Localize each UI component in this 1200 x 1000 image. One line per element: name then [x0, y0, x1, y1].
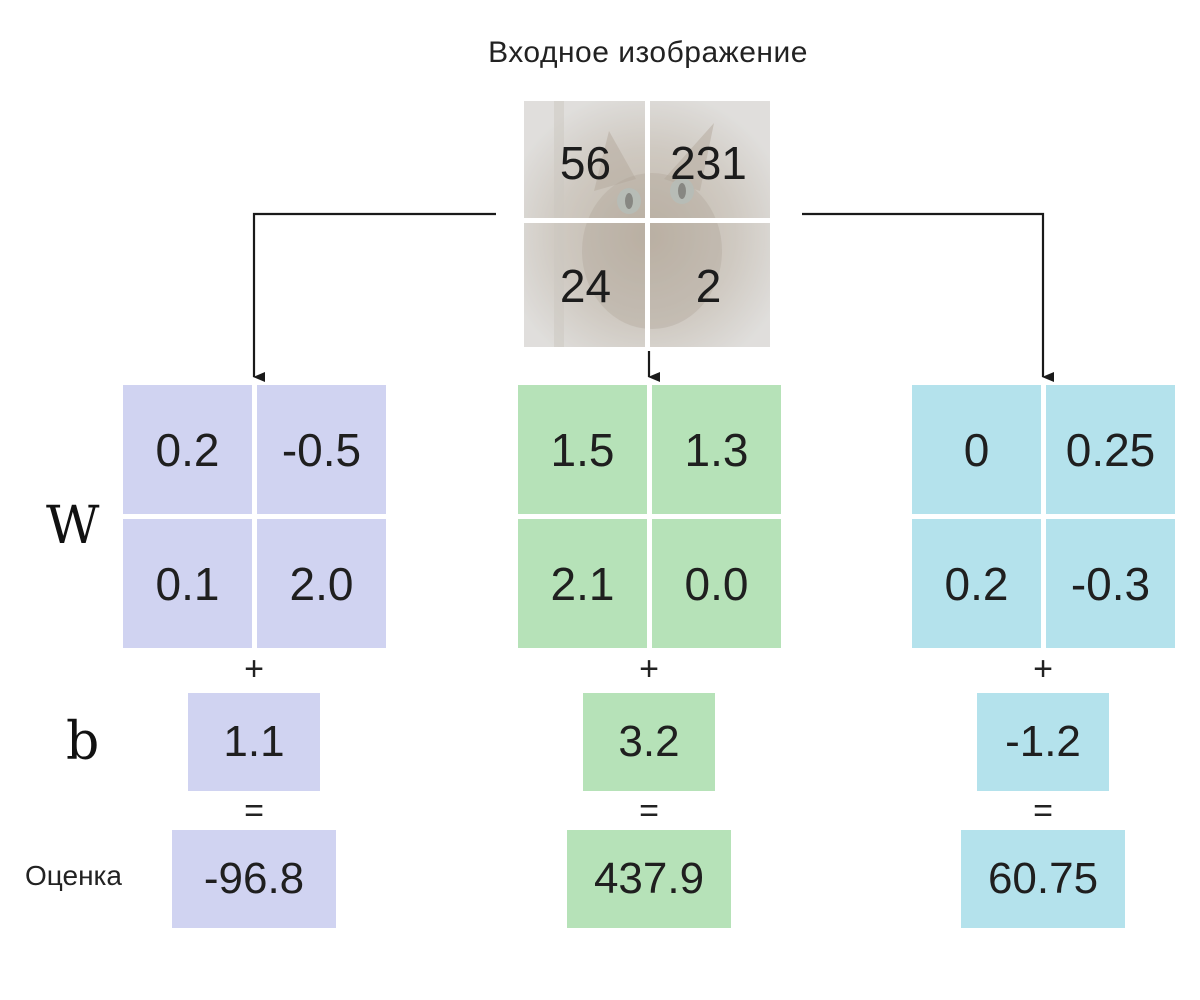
bias-cell: -1.2: [977, 693, 1109, 791]
weight-cell: 2.0: [257, 519, 386, 648]
bias-label: b: [66, 712, 100, 772]
diagram-title: Входное изображение: [488, 36, 808, 69]
plus-operator: +: [639, 650, 659, 688]
pixel-value: 2: [695, 259, 722, 312]
score-label: Оценка: [25, 860, 122, 891]
arrow-right: [802, 212, 1054, 382]
weight-cell: -0.5: [257, 385, 386, 514]
score-cell: -96.8: [172, 830, 336, 928]
plus-operator: +: [244, 650, 264, 688]
bias-cell: 1.1: [188, 693, 320, 791]
pixel-value: 24: [559, 259, 612, 312]
equals-operator: =: [1033, 792, 1053, 830]
weight-cell: 0.0: [652, 519, 781, 648]
pixel-value: 231: [670, 136, 747, 189]
score-cell: 60.75: [961, 830, 1125, 928]
weight-cell: 1.5: [518, 385, 647, 514]
plus-operator: +: [1033, 650, 1053, 688]
cat-photo-placeholder: [524, 101, 770, 347]
weight-cell: 0.1: [123, 519, 252, 648]
weight-cell: 0.2: [912, 519, 1041, 648]
weights-label: W: [46, 496, 100, 556]
score-cell: 437.9: [567, 830, 731, 928]
input-image: 56 231 24 2: [524, 101, 770, 347]
bias-cell: 3.2: [583, 693, 715, 791]
weight-cell: 0.25: [1046, 385, 1175, 514]
pixel-value: 56: [559, 136, 612, 189]
weight-cell: -0.3: [1046, 519, 1175, 648]
weight-cell: 0.2: [123, 385, 252, 514]
weight-cell: 2.1: [518, 519, 647, 648]
weight-cell: 1.3: [652, 385, 781, 514]
arrow-left: [252, 212, 496, 382]
equals-operator: =: [244, 792, 264, 830]
equals-operator: =: [639, 792, 659, 830]
weight-cell: 0: [912, 385, 1041, 514]
